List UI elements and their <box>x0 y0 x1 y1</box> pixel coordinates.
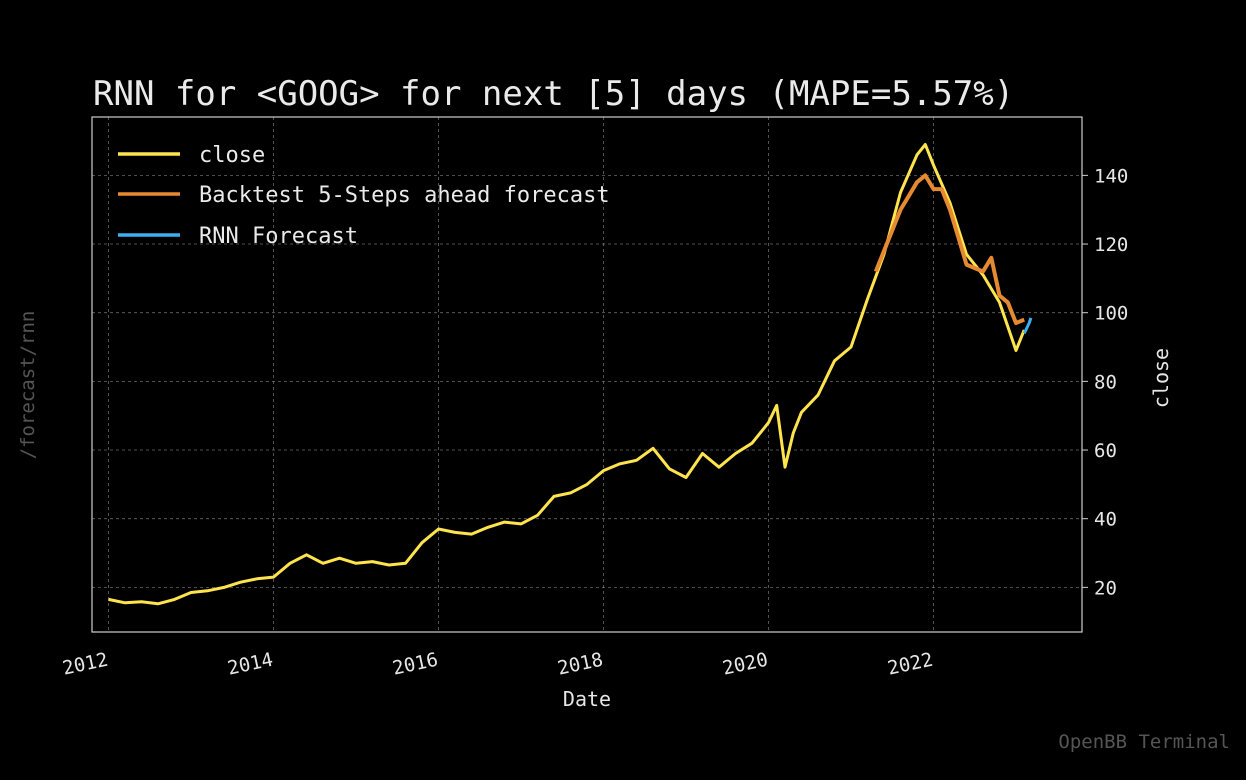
y-tick-label: 120 <box>1094 234 1128 256</box>
y-axis-label: close <box>1149 348 1173 408</box>
y-tick-label: 140 <box>1094 165 1128 187</box>
legend: close Backtest 5-Steps ahead forecast RN… <box>118 143 610 249</box>
plot-frame <box>91 116 1083 633</box>
backtest-series-line <box>873 173 1025 325</box>
rnn-forecast-series-line <box>1022 317 1033 334</box>
x-axis-label: Date <box>563 687 611 711</box>
y-tick-label: 60 <box>1094 440 1117 462</box>
x-axis-ticks: 2012 2014 2016 2018 2020 2022 <box>61 649 935 680</box>
x-tick-label: 2012 <box>61 649 110 680</box>
x-tick-label: 2020 <box>721 649 770 680</box>
chart-title: RNN for <GOOG> for next [5] days (MAPE=5… <box>93 74 1014 114</box>
y-tick-label: 80 <box>1094 371 1117 393</box>
side-route-label: /forecast/rnn <box>17 311 39 460</box>
y-tick-label: 20 <box>1094 577 1117 599</box>
legend-label-backtest: Backtest 5-Steps ahead forecast <box>199 183 610 208</box>
x-tick-label: 2018 <box>556 649 605 680</box>
y-axis-ticks: 20 40 60 80 100 120 140 <box>1082 165 1128 599</box>
legend-label-close: close <box>199 143 265 168</box>
x-tick-label: 2016 <box>391 649 440 680</box>
series-layer <box>108 143 1033 606</box>
watermark: OpenBB Terminal <box>1058 731 1230 753</box>
x-tick-label: 2022 <box>886 649 935 680</box>
y-tick-label: 40 <box>1094 509 1117 531</box>
y-tick-label: 100 <box>1094 303 1128 325</box>
close-series-line <box>108 143 1026 606</box>
grid <box>92 117 1082 632</box>
x-tick-label: 2014 <box>226 649 275 680</box>
legend-label-forecast: RNN Forecast <box>199 224 358 249</box>
